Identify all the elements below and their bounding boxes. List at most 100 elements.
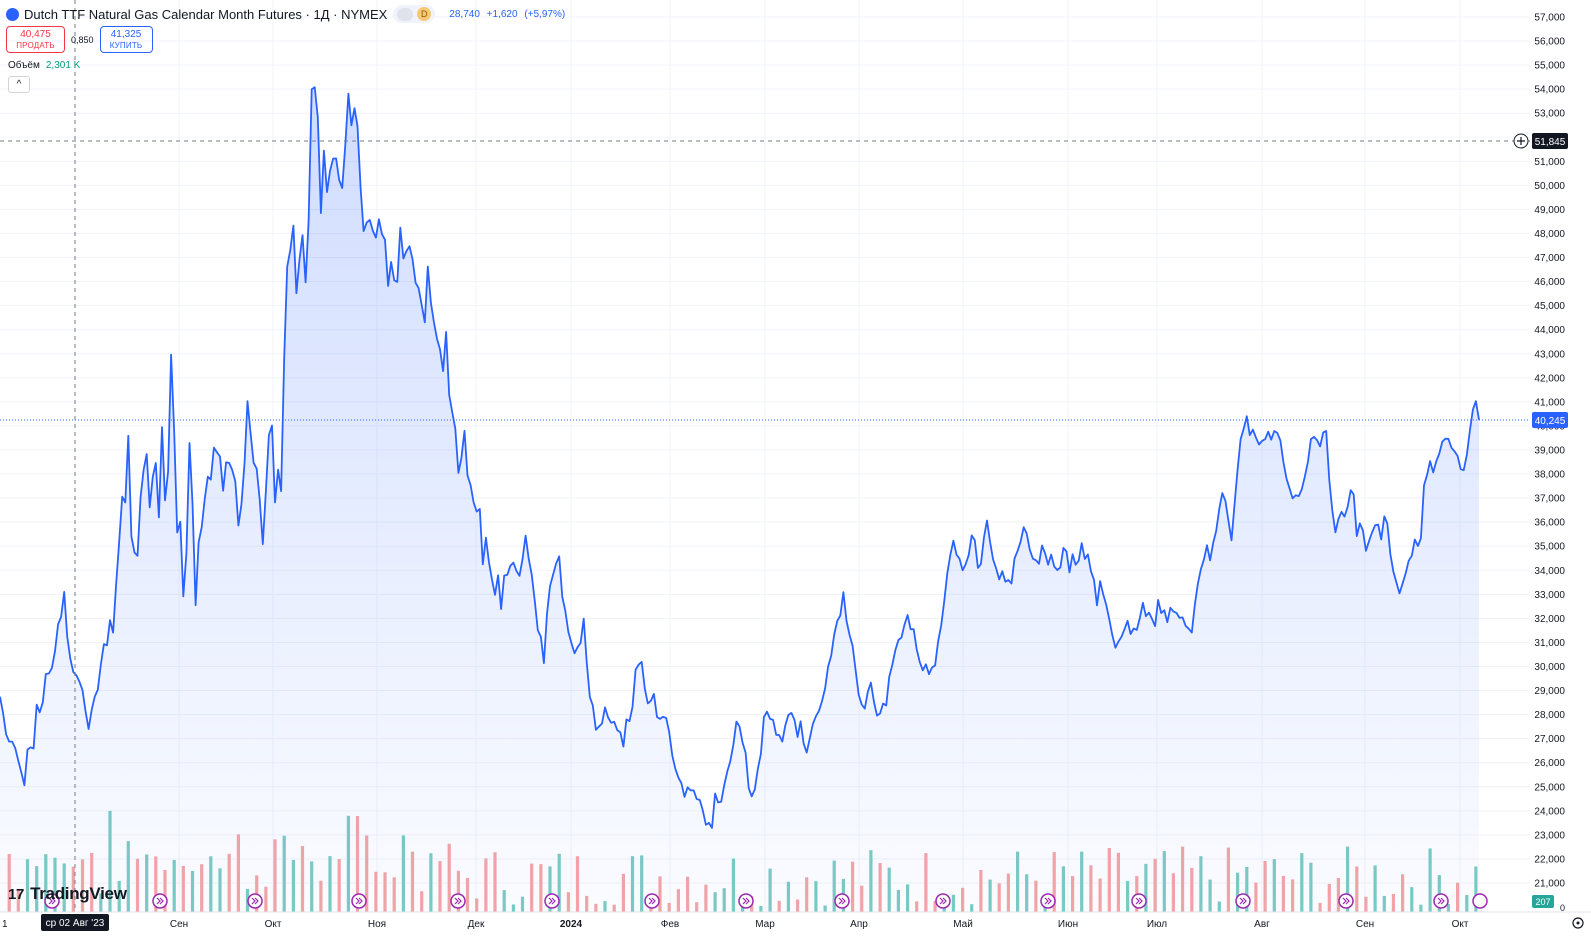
time-axis-bg [0, 912, 1530, 948]
time-tick-label: Мар [755, 919, 775, 930]
time-tick-label: Июл [1147, 919, 1167, 930]
event-icon [544, 893, 560, 909]
price-tick-label: 36,000 [1534, 518, 1565, 529]
price-axis[interactable]: 21,000 22,000 23,000 24,000 25,000 26,000 27,0… [1513, 0, 1591, 948]
time-tick-label: Авг [1254, 919, 1270, 930]
event-icon [834, 893, 850, 909]
price-tick-label: 51,000 [1534, 157, 1565, 168]
symbol-logo-icon [6, 7, 19, 21]
event-icon-glyph [48, 897, 56, 905]
time-tick-label: Сен [1356, 919, 1374, 930]
price-tick-label: 32,000 [1534, 614, 1565, 625]
time-tick-label: 2024 [560, 919, 583, 930]
price-tick-label: 34,000 [1534, 566, 1565, 577]
price-tick-label: 55,000 [1534, 61, 1565, 72]
price-tick-label: 49,000 [1534, 205, 1565, 216]
chart-header: Dutch TTF Natural Gas Calendar Month Fut… [6, 5, 569, 23]
plus-icon [1517, 137, 1525, 146]
event-icon-glyph [648, 897, 656, 905]
event-icon-glyph [742, 897, 750, 905]
event-icon-glyph [355, 897, 363, 905]
volume-legend[interactable]: Объём 2,301 K [8, 60, 80, 71]
buy-button[interactable]: 41,325 КУПИТЬ [99, 26, 153, 53]
price-tick-label: 48,000 [1534, 229, 1565, 240]
price-tick-label: 31,000 [1534, 638, 1565, 649]
event-markers [44, 893, 1488, 909]
quote-summary: 28,740 +1,620 (+5,97%) [449, 9, 569, 20]
gear-center [1576, 921, 1580, 925]
price-tick-label: 37,000 [1534, 494, 1565, 505]
delayed-data-badge[interactable]: D [417, 7, 432, 21]
spread-value: 0,850 [71, 34, 94, 45]
gear-ring [1572, 917, 1584, 929]
event-icon [1235, 893, 1251, 909]
price-line [0, 86, 1480, 829]
price-tick-label: 28,000 [1534, 710, 1565, 721]
event-icon [1433, 893, 1449, 909]
sell-button[interactable]: 40,475 ПРОДАТЬ [6, 26, 65, 53]
price-tick-label: 21,000 [1534, 879, 1565, 890]
price-tick-label: 53,000 [1534, 109, 1565, 120]
time-tick-label: Дек [468, 919, 485, 930]
price-tick-label: 33,000 [1534, 590, 1565, 601]
volume-value: 2,301 K [45, 60, 81, 71]
settings-gear-icon[interactable] [1572, 917, 1584, 929]
buy-price: 41,325 [110, 28, 142, 40]
event-icon-glyph [454, 897, 462, 905]
visibility-icon[interactable] [397, 7, 414, 21]
time-tick-label: Сен [170, 919, 188, 930]
last-price-label: 40,245 [1532, 412, 1568, 429]
price-tick-label: 41,000 [1534, 397, 1565, 408]
sell-price: 40,475 [20, 28, 51, 40]
event-icon-glyph [156, 897, 164, 905]
symbol-status-pills[interactable]: D [393, 5, 436, 23]
event-icon [152, 893, 168, 909]
price-tick-label: 27,000 [1534, 734, 1565, 745]
price-tick-label: 57,000 [1534, 13, 1565, 24]
volume-last-label: 207 [1532, 895, 1554, 908]
price-axis-bg [1530, 0, 1591, 948]
event-icon-glyph [1342, 897, 1350, 905]
price-tick-label: 56,000 [1534, 37, 1565, 48]
crosshair-time-bg [41, 914, 109, 931]
crosshair-price-label: 51,845 [1513, 133, 1568, 150]
price-tick-label: 35,000 [1534, 542, 1565, 553]
last-price-bg [1532, 412, 1568, 429]
event-icon-glyph [1437, 897, 1445, 905]
price-tick-label: 38,000 [1534, 470, 1565, 481]
volume-last-bg [1532, 895, 1554, 908]
event-icon-glyph [1239, 897, 1247, 905]
symbol-title[interactable]: Dutch TTF Natural Gas Calendar Month Fut… [24, 6, 388, 22]
price-tick-label: 30,000 [1534, 662, 1565, 673]
time-tick-label: Окт [1452, 919, 1469, 930]
chevron-up-icon: ^ [16, 79, 22, 90]
price-tick-label: 43,000 [1534, 349, 1565, 360]
time-tick-label: Окт [265, 919, 282, 930]
price-change: +1,620 [486, 8, 518, 20]
price-tick-label: 23,000 [1534, 830, 1565, 841]
event-icon [1131, 893, 1147, 909]
crosshair [0, 0, 1530, 912]
collapse-legend-button[interactable]: ^ [8, 76, 30, 93]
time-axis[interactable]: Сен Окт Ноя Дек 2024 Фев Мар Апр Май Июн Июл Авг Сен… [0, 911, 1591, 948]
price-area [0, 86, 1480, 912]
price-area-fill [0, 87, 1479, 912]
tradingview-logo[interactable]: 17 TradingView [8, 884, 127, 904]
buy-label: КУПИТЬ [109, 40, 143, 50]
price-tick-label: 45,000 [1534, 301, 1565, 312]
event-icon [738, 893, 754, 909]
event-icon [1338, 893, 1354, 909]
time-tick-label: Фев [661, 919, 679, 930]
tv-logo-icon: 17 [8, 885, 25, 903]
time-tick-label: Апр [850, 919, 868, 930]
event-icon-glyph [939, 897, 947, 905]
price-tick-label: 39,000 [1534, 446, 1565, 457]
event-icon-glyph [1044, 897, 1052, 905]
lightning-icon [1472, 893, 1488, 909]
event-icon [44, 893, 60, 909]
event-icon [450, 893, 466, 909]
event-icon-glyph [838, 897, 846, 905]
price-tick-label: 47,000 [1534, 253, 1565, 264]
crosshair-price-bg [1532, 133, 1568, 150]
